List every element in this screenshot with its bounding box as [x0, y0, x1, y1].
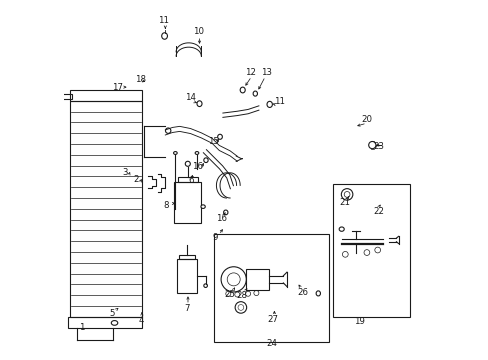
Bar — [61, 94, 72, 99]
Text: 1: 1 — [79, 323, 84, 332]
Ellipse shape — [339, 227, 344, 231]
Ellipse shape — [195, 152, 199, 154]
Text: 3: 3 — [122, 167, 127, 176]
Bar — [68, 317, 142, 328]
Bar — [332, 184, 409, 317]
Text: 11: 11 — [273, 97, 284, 106]
Text: 28: 28 — [236, 292, 247, 300]
Text: 6: 6 — [188, 176, 194, 185]
Ellipse shape — [203, 284, 207, 287]
Text: 24: 24 — [266, 339, 277, 348]
Text: 2: 2 — [134, 175, 139, 184]
Text: 21: 21 — [338, 198, 349, 207]
Bar — [70, 90, 142, 101]
Bar — [213, 234, 328, 342]
Text: 19: 19 — [353, 318, 365, 326]
Ellipse shape — [111, 320, 118, 325]
Text: 25: 25 — [224, 289, 235, 299]
Text: 27: 27 — [267, 315, 278, 324]
Text: 7: 7 — [184, 305, 189, 313]
Text: 16: 16 — [215, 214, 226, 223]
Bar — [70, 101, 142, 317]
Text: 9: 9 — [212, 233, 217, 242]
Bar — [245, 269, 268, 290]
Text: 10: 10 — [193, 27, 203, 36]
Text: 4: 4 — [138, 316, 143, 325]
Text: 18: 18 — [134, 76, 145, 85]
Text: 15: 15 — [208, 136, 219, 145]
Text: 5: 5 — [109, 309, 115, 318]
Ellipse shape — [165, 128, 170, 133]
Text: 13: 13 — [260, 68, 271, 77]
Text: 17: 17 — [112, 83, 123, 91]
Text: 23: 23 — [372, 142, 383, 151]
Ellipse shape — [173, 152, 177, 154]
Ellipse shape — [240, 87, 244, 93]
Ellipse shape — [217, 134, 222, 139]
Text: 20: 20 — [361, 115, 372, 124]
Ellipse shape — [197, 101, 202, 107]
Text: 14: 14 — [184, 94, 196, 102]
Ellipse shape — [185, 161, 190, 166]
Text: 26: 26 — [297, 288, 308, 297]
Text: 11: 11 — [158, 16, 169, 25]
Text: 12: 12 — [244, 68, 255, 77]
Bar — [174, 182, 201, 223]
Bar — [178, 255, 194, 259]
Text: 22: 22 — [372, 207, 383, 216]
Ellipse shape — [266, 102, 272, 107]
Ellipse shape — [253, 91, 257, 96]
Ellipse shape — [201, 205, 205, 208]
Bar — [178, 177, 197, 182]
Ellipse shape — [203, 158, 208, 163]
Ellipse shape — [162, 33, 167, 39]
Ellipse shape — [316, 291, 320, 296]
Text: 16: 16 — [192, 162, 203, 171]
Ellipse shape — [223, 210, 227, 215]
Text: 8: 8 — [163, 201, 168, 210]
Bar — [177, 259, 196, 293]
